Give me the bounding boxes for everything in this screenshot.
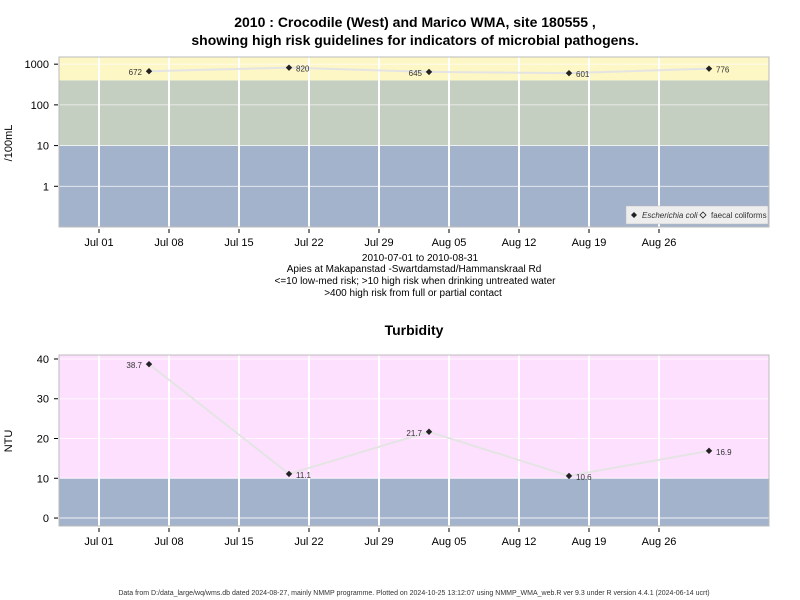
chart1-data-label-3: 10.6: [576, 473, 592, 482]
chart1-point-4: [705, 447, 713, 455]
note-site: Apies at Makapanstad -Swartdamstad/Hamma…: [287, 264, 542, 275]
note-date-range: 2010-07-01 to 2010-08-31: [362, 253, 479, 264]
chart0-xtick-label-2: Jul 15: [224, 237, 253, 249]
chart0-ytick-label-0: 1: [43, 181, 49, 193]
legend-faecal-marker: [699, 211, 707, 219]
chart1-ytick-label-2: 20: [37, 434, 49, 446]
chart1-ytick-label-0: 0: [43, 513, 49, 525]
chart0-ytick-label-2: 100: [31, 100, 49, 112]
chart1-ytick-label-3: 30: [37, 394, 49, 406]
chart1-point-0: [145, 360, 153, 368]
bottom-chart-panel: Jul 01 Jul 08 Jul 15 Jul 22 Jul 29 Aug 05 Aug …: [37, 354, 770, 548]
chart1-data-label-2: 21.7: [406, 429, 422, 438]
note-high-risk-contact: >400 high risk from full or partial cont…: [324, 288, 502, 299]
legend-ecoli-label: Escherichia coli: [642, 211, 698, 220]
chart0-data-label-3: 601: [576, 70, 590, 79]
chart0-ytick-label-1: 10: [37, 141, 49, 153]
top-chart-title-line-2: showing high risk guidelines for indicat…: [191, 32, 638, 48]
chart0-band-1: [59, 80, 769, 146]
top-chart-panel: Jul 01 Jul 08 Jul 15 Jul 22 Jul 29 Aug 05 Aug …: [25, 56, 770, 249]
chart1-data-label-0: 38.7: [126, 361, 142, 370]
chart1-xtick-label-8: Aug 26: [642, 536, 677, 548]
chart0-xtick-label-3: Jul 22: [294, 237, 323, 249]
chart0-xtick-label-1: Jul 08: [154, 237, 183, 249]
chart1-point-2: [425, 428, 433, 435]
chart0-xtick-label-6: Aug 12: [502, 237, 537, 249]
chart0-xtick-label-8: Aug 26: [642, 237, 677, 249]
chart1-data-label-1: 11.1: [296, 471, 312, 480]
chart1-band-0: [59, 478, 769, 526]
top-chart-ylabel: /100mL: [3, 125, 15, 162]
legend-faecal-label: faecal coliforms: [711, 211, 767, 220]
chart0-frame: [58, 56, 770, 228]
chart1-ytick-label-4: 40: [37, 354, 49, 366]
chart0-point-2: [425, 68, 433, 76]
legend-box: [625, 205, 769, 225]
chart1-xtick-label-5: Aug 05: [432, 536, 467, 548]
chart1-xtick-label-4: Jul 29: [364, 536, 393, 548]
chart1-point-3: [565, 472, 573, 480]
chart1-xtick-label-2: Jul 15: [224, 536, 253, 548]
chart0-band-2: [59, 57, 769, 81]
chart1-ytick-label-1: 10: [37, 473, 49, 485]
chart0-xtick-label-0: Jul 01: [84, 237, 113, 249]
bottom-chart-ylabel: NTU: [3, 430, 15, 453]
chart0-data-label-1: 820: [296, 65, 310, 74]
top-chart-legend: Escherichia coli faecal coliforms: [625, 205, 769, 225]
chart0-xtick-label-5: Aug 05: [432, 237, 467, 249]
chart1-xtick-label-7: Aug 19: [572, 536, 607, 548]
chart0-ytick-label-3: 1000: [25, 59, 49, 71]
footer-note: Data from D:/data_large/wq/wms.db dated …: [118, 590, 709, 597]
chart0-point-3: [565, 69, 573, 77]
chart0-xtick-label-7: Aug 19: [572, 237, 607, 249]
chart1-data-label-4: 16.9: [716, 448, 732, 457]
legend-ecoli-marker: [631, 212, 637, 218]
top-chart-title-line-1: 2010 : Crocodile (West) and Marico WMA, …: [234, 14, 596, 30]
note-low-med-risk: <=10 low-med risk; >10 high risk when dr…: [275, 276, 557, 287]
bottom-chart-title: Turbidity: [385, 322, 444, 338]
chart1-xtick-label-3: Jul 22: [294, 536, 323, 548]
chart0-point-4: [705, 65, 713, 72]
chart0-data-label-0: 672: [129, 68, 143, 77]
chart0-xtick-label-4: Jul 29: [364, 237, 393, 249]
chart1-frame: [58, 354, 770, 527]
chart1-point-1: [285, 470, 293, 478]
chart0-point-1: [285, 64, 293, 71]
chart1-band-1: [59, 355, 769, 479]
chart1-xtick-label-1: Jul 08: [154, 536, 183, 548]
chart0-point-0: [145, 67, 153, 75]
chart0-data-label-2: 645: [409, 69, 423, 78]
chart0-data-label-4: 776: [716, 66, 730, 75]
chart1-xtick-label-0: Jul 01: [84, 536, 113, 548]
chart1-xtick-label-6: Aug 12: [502, 536, 537, 548]
